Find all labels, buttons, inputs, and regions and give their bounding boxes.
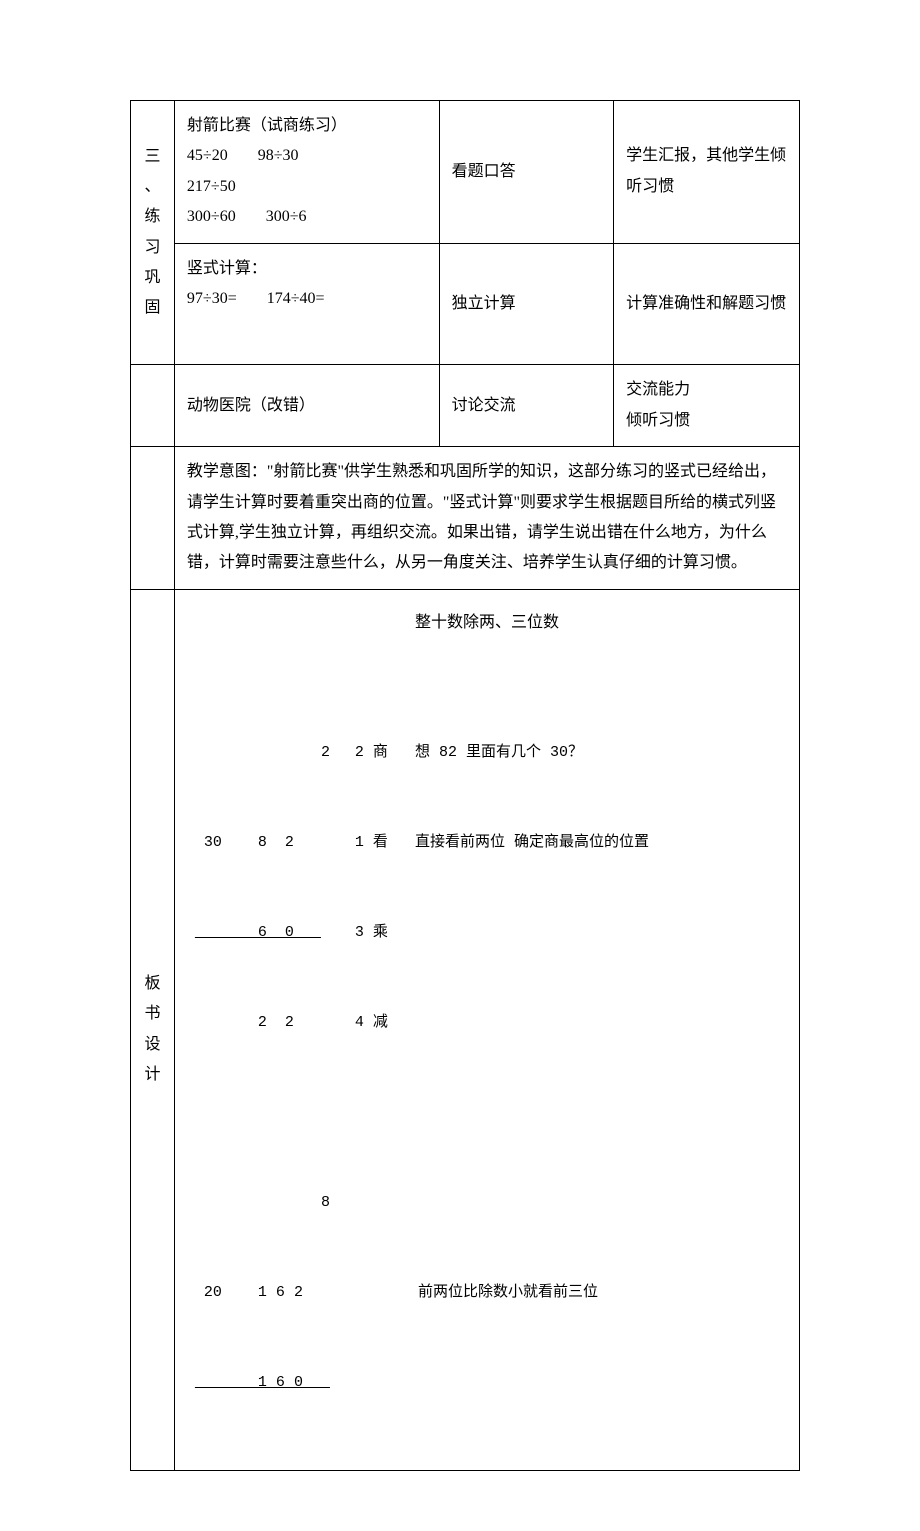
label-char: 习 <box>133 233 172 263</box>
table-row: 教学意图："射箭比赛"供学生熟悉和巩固所学的知识，这部分练习的竖式已经给出，请学… <box>131 447 800 590</box>
spacer <box>187 314 427 354</box>
activity-line: 217÷50 <box>187 172 427 202</box>
long-division-1: 2 2 商 想 82 里面有几个 30？ 30 8 2 1 看 直接看前两位 确… <box>195 678 779 1098</box>
board-label: 板 书 设 计 <box>131 589 175 1470</box>
student-cell: 看题口答 <box>439 101 614 244</box>
note-cell: 交流能力 倾听习惯 <box>614 365 800 447</box>
board-design: 整十数除两、三位数 2 2 商 想 82 里面有几个 30？ 30 8 2 1 … <box>174 589 799 1470</box>
label-char: 、 <box>133 172 172 202</box>
section-label-empty <box>131 365 175 447</box>
student-cell: 独立计算 <box>439 243 614 365</box>
label-char: 板 <box>133 969 172 999</box>
long-division-2: 8 20 1 6 2 前两位比除数小就看前三位 1 6 0 <box>195 1128 779 1458</box>
section-label: 三 、 练 习 巩 固 <box>131 101 175 365</box>
activity-cell: 射箭比赛（试商练习） 45÷2098÷30 217÷50 300÷60300÷6 <box>174 101 439 244</box>
note-cell: 计算准确性和解题习惯 <box>614 243 800 365</box>
activity-title: 射箭比赛（试商练习） <box>187 111 427 141</box>
table-row: 三 、 练 习 巩 固 射箭比赛（试商练习） 45÷2098÷30 217÷50… <box>131 101 800 244</box>
table-row: 竖式计算： 97÷30=174÷40= 独立计算 计算准确性和解题习惯 <box>131 243 800 365</box>
label-char: 三 <box>133 142 172 172</box>
activity-cell: 动物医院（改错） <box>174 365 439 447</box>
section-label-empty <box>131 447 175 590</box>
label-char: 设 <box>133 1030 172 1060</box>
lesson-table: 三 、 练 习 巩 固 射箭比赛（试商练习） 45÷2098÷30 217÷50… <box>130 100 800 1471</box>
teaching-intent: 教学意图："射箭比赛"供学生熟悉和巩固所学的知识，这部分练习的竖式已经给出，请学… <box>174 447 799 590</box>
activity-cell: 竖式计算： 97÷30=174÷40= <box>174 243 439 365</box>
table-row: 动物医院（改错） 讨论交流 交流能力 倾听习惯 <box>131 365 800 447</box>
activity-title: 竖式计算： <box>187 254 427 284</box>
label-char: 练 <box>133 202 172 232</box>
activity-line: 45÷2098÷30 <box>187 141 427 171</box>
student-cell: 讨论交流 <box>439 365 614 447</box>
activity-line: 97÷30=174÷40= <box>187 284 427 314</box>
label-char: 固 <box>133 293 172 323</box>
label-char: 巩 <box>133 263 172 293</box>
label-char: 书 <box>133 999 172 1029</box>
activity-line: 300÷60300÷6 <box>187 202 427 232</box>
label-char: 计 <box>133 1060 172 1090</box>
board-title: 整十数除两、三位数 <box>195 608 779 638</box>
table-row: 板 书 设 计 整十数除两、三位数 2 2 商 想 82 里面有几个 30？ 3… <box>131 589 800 1470</box>
note-cell: 学生汇报，其他学生倾听习惯 <box>614 101 800 244</box>
document-page: 三 、 练 习 巩 固 射箭比赛（试商练习） 45÷2098÷30 217÷50… <box>0 0 920 1531</box>
spacer <box>195 1098 779 1128</box>
